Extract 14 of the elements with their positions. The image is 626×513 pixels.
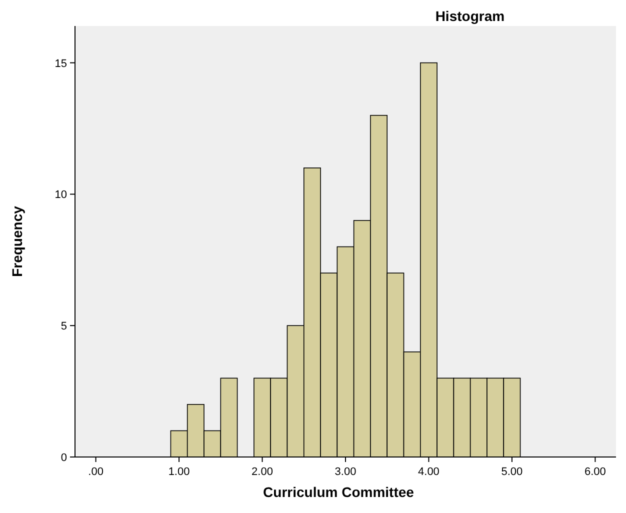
y-tick-label: 0	[60, 452, 67, 464]
x-axis-title: Curriculum Committee	[263, 484, 414, 500]
x-tick-label: .00	[88, 466, 104, 478]
x-tick-label: 4.00	[418, 466, 440, 478]
y-tick-label: 5	[60, 320, 67, 333]
y-tick-label: 10	[54, 189, 67, 202]
x-tick-label: 5.00	[501, 466, 523, 478]
y-axis-title: Frequency	[9, 206, 25, 277]
x-tick-label: 2.00	[252, 466, 273, 478]
chart-title: Histogram	[435, 8, 505, 24]
x-tick-label: 6.00	[584, 466, 606, 478]
x-tick-label: 3.00	[334, 466, 356, 478]
y-tick-label: 15	[54, 58, 67, 70]
x-tick-label: 1.00	[168, 466, 190, 478]
